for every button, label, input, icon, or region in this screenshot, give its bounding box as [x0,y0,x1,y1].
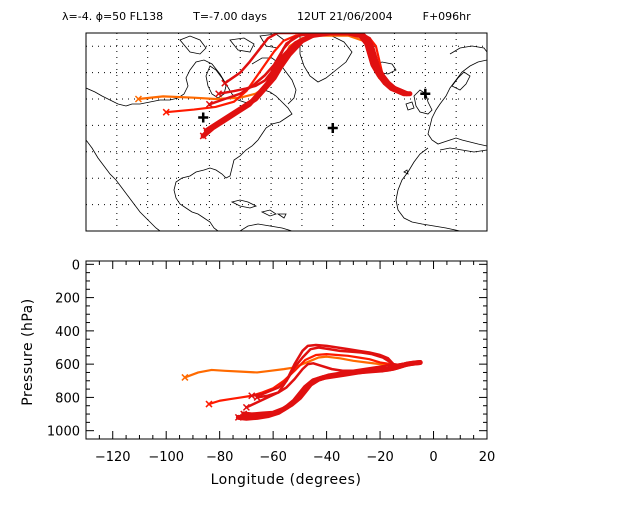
pressure-start-marker [234,413,242,421]
pressure-start-marker [240,410,248,418]
coast-scandinavia [449,45,487,91]
coast-british-isles [405,89,433,115]
pressure-trajectories [181,343,423,421]
y-tick-label: 1000 [47,425,80,440]
header-params: λ=-4. ϕ=50 FL138 [62,10,164,23]
coast-west [86,139,161,231]
pressure-start-marker [205,400,213,408]
map-start-marker [134,95,142,103]
chart-header: λ=-4. ϕ=50 FL138 T=-7.00 days 12UT 21/06/2… [62,10,501,23]
coast-south-america [239,223,293,231]
map-start-marker [221,79,229,87]
map-start-marker [162,108,170,116]
y-tick-label: 400 [55,325,80,340]
pressure-frame [85,260,488,440]
header-date: 12UT 21/06/2004 [296,10,393,23]
coast-med [439,147,487,153]
x-tick-label: −80 [206,450,233,465]
x-tick-label: −120 [95,450,131,465]
x-tick-label: −60 [259,450,286,465]
coast-greenland [299,33,353,83]
coast-canaries [403,169,409,175]
map-start-marker [205,100,213,108]
map-plus-marker [198,112,209,123]
map-plus-marker [327,123,338,134]
header-time: T=-7.00 days [193,10,267,23]
map-frame [85,32,488,232]
map-panel [85,32,488,232]
pressure-start-marker [181,373,189,381]
map-plus-marker [420,88,431,99]
map-trajectory [200,33,413,139]
map-start-marker [199,132,207,140]
y-tick-label: 800 [55,391,80,406]
y-axis-label: Pressure (hPa) [20,298,36,405]
y-tick-label: 200 [55,292,80,307]
x-tick-label: −20 [366,450,393,465]
x-axis-label: Longitude (degrees) [211,472,362,488]
pressure-trajectory [241,359,423,418]
pressure-start-marker [253,393,261,401]
map-markers [198,88,431,134]
pressure-panel: −120 −100 −80 −60 −40 −20 0 2002004006008001000… [20,258,495,488]
coast-labrador [251,57,297,105]
coast-africa [395,147,461,231]
x-tick-label: −40 [313,450,340,465]
coast-caribbean [230,199,287,219]
map-grid [86,33,487,231]
map-trajectories [134,33,413,140]
x-tick-label: 0 [429,450,437,465]
pressure-start-marker [242,403,250,411]
y-tick-label: 0 [72,258,80,273]
x-tick-label: 20 [479,450,496,465]
coastlines [86,33,487,231]
header-forecast: F+096hr [422,10,471,23]
pressure-start-marker [248,392,256,400]
map-trajectory [203,33,410,134]
y-tick-label: 600 [55,358,80,373]
coast-europe [427,59,487,147]
map-start-marker [202,127,210,135]
map-start-marker [215,90,223,98]
x-tick-label: −100 [148,450,184,465]
coast-north-america [86,59,293,231]
